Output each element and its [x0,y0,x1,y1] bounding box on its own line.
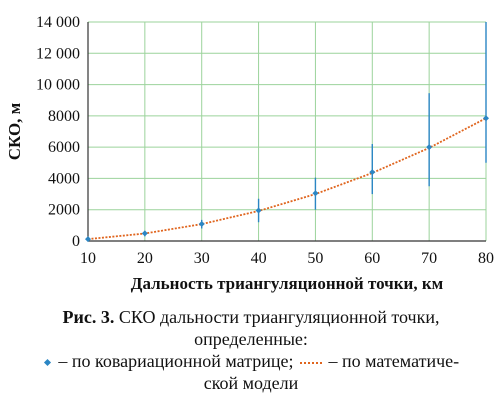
figure-caption: Рис. 3. СКО дальности триангуляционной т… [0,306,502,394]
figure-number: Рис. 3. [62,307,115,327]
data-point-covariance [198,220,205,227]
grid [87,21,487,242]
data-point-covariance [426,144,433,151]
y-tick-label: 4000 [48,170,80,187]
caption-line-1: Рис. 3. СКО дальности триангуляционной т… [0,306,502,328]
series-line-model [87,117,487,241]
caption-title: СКО дальности триангуляционной точки, [114,307,440,327]
data-point-covariance [369,169,376,176]
data-point-covariance [483,115,489,122]
axes [87,22,486,242]
chart: 10 20 30 40 50 60 70 80 0 2000 4000 6000 8000 10 000 1… [5,14,494,293]
x-tick-label: 20 [137,250,153,267]
data-point-covariance [85,236,91,243]
x-tick-label: 10 [80,250,96,267]
diamond-marker-icon [43,359,51,367]
data-point-covariance [312,190,319,197]
data-points [85,115,489,243]
caption-legend: – по ковариационной матрице; – по матема… [0,350,502,372]
y-axis-label: СКО, м [5,102,24,160]
x-tick-label: 70 [421,250,437,267]
legend-model-label: – по математиче- [324,351,460,371]
x-axis-label: Дальность триангуляционной точки, км [131,274,444,293]
y-tick-label: 14 000 [36,14,80,31]
caption-line-2: определенные: [194,329,308,349]
x-tick-label: 80 [478,250,494,267]
y-tick-label: 8000 [48,108,80,125]
x-tick-label: 50 [307,250,323,267]
error-bars [87,22,487,241]
y-tick-label: 12 000 [36,45,80,62]
x-tick-label: 30 [194,250,210,267]
tick-labels: 10 20 30 40 50 60 70 80 0 2000 4000 6000 8000 10 000 1… [36,14,494,267]
y-tick-label: 10 000 [36,77,80,94]
data-point-covariance [255,207,262,214]
series-lines [87,117,487,241]
y-tick-label: 2000 [48,202,80,219]
x-tick-label: 40 [251,250,267,267]
data-point-covariance [141,230,148,237]
y-tick-label: 0 [72,233,80,250]
dotted-line-icon [300,361,323,364]
legend-covariance-label: – по ковариационной матрице; [53,351,299,371]
y-tick-label: 6000 [48,139,80,156]
caption-line-4: ской модели [203,373,299,393]
x-tick-label: 60 [364,250,380,267]
